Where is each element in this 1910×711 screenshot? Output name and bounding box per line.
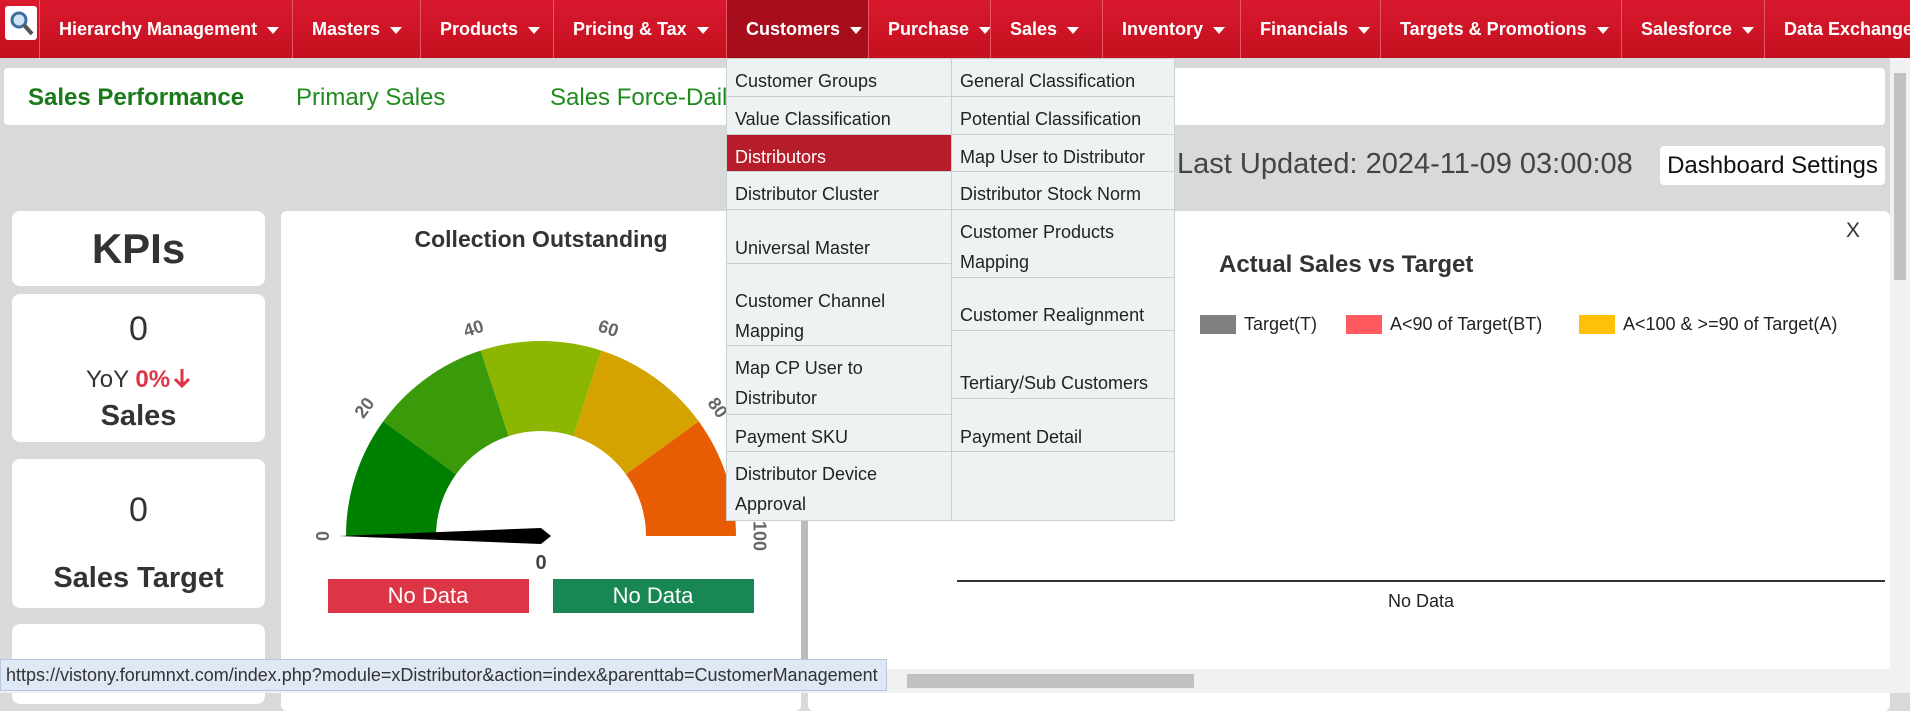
status-url: https://vistony.forumnxt.com/index.php?m… — [0, 659, 887, 691]
nav-menu-item[interactable]: Targets & Promotions — [1380, 0, 1621, 58]
legend-swatch — [1579, 315, 1615, 334]
dropdown-item[interactable]: Tertiary/Sub Customers — [952, 361, 1174, 399]
kpi-label: Sales Target — [53, 562, 224, 594]
nav-menu-item[interactable]: Pricing & Tax — [553, 0, 726, 58]
empty-message: No Data — [1387, 591, 1455, 611]
gauge-title: Collection Outstanding — [415, 226, 668, 252]
kpi-header-card: KPIs — [12, 211, 265, 286]
status-button-label: No Data — [388, 583, 469, 608]
dropdown-item[interactable]: Map CP User to Distributor — [727, 346, 951, 415]
column-divider — [951, 59, 952, 520]
gauge-value: 0 — [535, 552, 546, 574]
tab[interactable]: Primary Sales — [296, 84, 446, 111]
nav-menu-item[interactable]: Products — [420, 0, 553, 58]
legend-swatch — [1200, 315, 1236, 334]
dropdown-item[interactable]: Customer Groups — [727, 59, 951, 97]
customers-dropdown: Customer Groups Value Classification Distr… — [726, 58, 1175, 521]
gauge-tick-label: 100 — [749, 521, 769, 551]
gauge-band — [573, 350, 699, 475]
status-button[interactable] — [553, 579, 754, 613]
chart-title: Actual Sales vs Target — [1219, 251, 1474, 278]
down-arrow — [173, 369, 191, 389]
dropdown-item[interactable]: Customer Channel Mapping — [727, 279, 951, 347]
dropdown-item[interactable]: Distributors — [727, 134, 951, 173]
x-axis — [957, 580, 1885, 582]
scroll-thumb[interactable] — [907, 674, 1194, 688]
legend-label: A<90 of Target(BT) — [1390, 314, 1543, 334]
legend-label: Target(T) — [1244, 314, 1318, 334]
dropdown-item[interactable]: Distributor Cluster — [727, 172, 951, 211]
dropdown-item[interactable]: Distributor Stock Norm — [952, 172, 1174, 211]
gauge-tick-label: 40 — [461, 316, 486, 341]
kpi-title: KPIs — [91, 225, 186, 272]
legend-swatch — [1346, 315, 1382, 334]
close-button[interactable]: X — [1846, 219, 1861, 242]
nav-menu-item[interactable]: Salesforce — [1621, 0, 1764, 58]
yoy-row: YoY 0% — [12, 366, 265, 394]
yoy-value: 0% — [135, 366, 171, 393]
gauge-panel: Collection Outstanding 0 20 40 60 80 100 0 No Da… — [281, 211, 801, 711]
nav-menu-label: Masters — [312, 19, 402, 39]
nav-menu-item[interactable]: Inventory — [1102, 0, 1240, 58]
nav-menu-label: Hierarchy Management — [59, 19, 279, 39]
kpi-label: Sales — [100, 400, 177, 432]
dropdown-item[interactable]: Universal Master — [727, 226, 951, 264]
status-button-label: No Data — [613, 583, 694, 608]
nav-menu-label: Sales — [1010, 19, 1079, 39]
kpi-card: 0 YoY 0% Sales — [12, 294, 265, 442]
tab[interactable]: Sales Performance — [28, 84, 245, 111]
kpi-card: 0 Sales Target — [12, 459, 265, 608]
gauge-tick-label: 0 — [313, 531, 333, 541]
dashboard-settings-button[interactable]: Dashboard Settings — [1660, 146, 1885, 185]
nav-menu-label: Salesforce — [1641, 19, 1754, 39]
gauge-band — [346, 421, 457, 536]
dropdown-item[interactable]: Potential Classification — [952, 97, 1174, 135]
nav-menu-label: Pricing & Tax — [573, 19, 709, 39]
gauge-tick-label: 20 — [350, 394, 378, 422]
gauge-needle — [339, 528, 551, 544]
nav-menu-label: Financials — [1260, 19, 1370, 39]
search-icon — [10, 11, 34, 36]
dropdown-item[interactable]: Value Classification — [727, 97, 951, 135]
search-button[interactable] — [5, 6, 37, 40]
nav-menu-item[interactable]: Purchase — [868, 0, 990, 58]
dropdown-item[interactable]: Customer Products Mapping — [952, 210, 1174, 279]
scroll-thumb[interactable] — [1894, 73, 1906, 280]
gauge-tick-label: 60 — [596, 316, 621, 341]
gauge-band — [625, 421, 736, 536]
vertical-scrollbar[interactable] — [1890, 58, 1910, 669]
dropdown-item[interactable]: Payment Detail — [952, 415, 1174, 453]
dropdown-item[interactable]: Customer Realignment — [952, 293, 1174, 331]
nav-menu-label: Customers — [746, 19, 862, 39]
gauge-band — [383, 350, 509, 475]
dropdown-item[interactable]: Payment SKU — [727, 415, 951, 453]
page: Hierarchy Management Masters Products Prici… — [0, 0, 1910, 693]
kpi-value: 0 — [129, 491, 148, 529]
dropdown-item[interactable]: Distributor Device Approval — [727, 452, 951, 521]
last-updated: Last Updated: 2024-11-09 03:00:08 — [1177, 148, 1633, 180]
nav-menu-item[interactable]: Customers — [726, 0, 868, 58]
nav-menu-item[interactable]: Sales — [990, 0, 1102, 58]
legend-label: A<100 & >=90 of Target(A) — [1623, 314, 1838, 334]
nav-bar: Hierarchy Management Masters Products Prici… — [0, 0, 1910, 58]
gauge-band — [480, 341, 602, 437]
nav-menu-item[interactable]: Masters — [292, 0, 420, 58]
nav-menu-item[interactable]: Hierarchy Management — [39, 0, 292, 58]
yoy-label: YoY — [85, 366, 129, 393]
dropdown-item[interactable]: General Classification — [952, 59, 1174, 97]
kpi-value: 0 — [129, 310, 148, 348]
nav-menu-item[interactable]: Data Exchange — [1764, 0, 1910, 58]
dropdown-item[interactable]: Map User to Distributor — [952, 135, 1174, 173]
nav-menu-item[interactable]: Financials — [1240, 0, 1380, 58]
nav-menu-label: Data Exchange — [1784, 19, 1910, 39]
nav-menu-label: Inventory — [1122, 19, 1225, 39]
status-button[interactable] — [328, 579, 529, 613]
nav-menu-label: Products — [440, 19, 540, 39]
nav-menu-label: Targets & Promotions — [1400, 19, 1609, 39]
tab[interactable]: Sales Force-Daily — [550, 84, 740, 111]
nav-menu-label: Purchase — [888, 19, 991, 39]
